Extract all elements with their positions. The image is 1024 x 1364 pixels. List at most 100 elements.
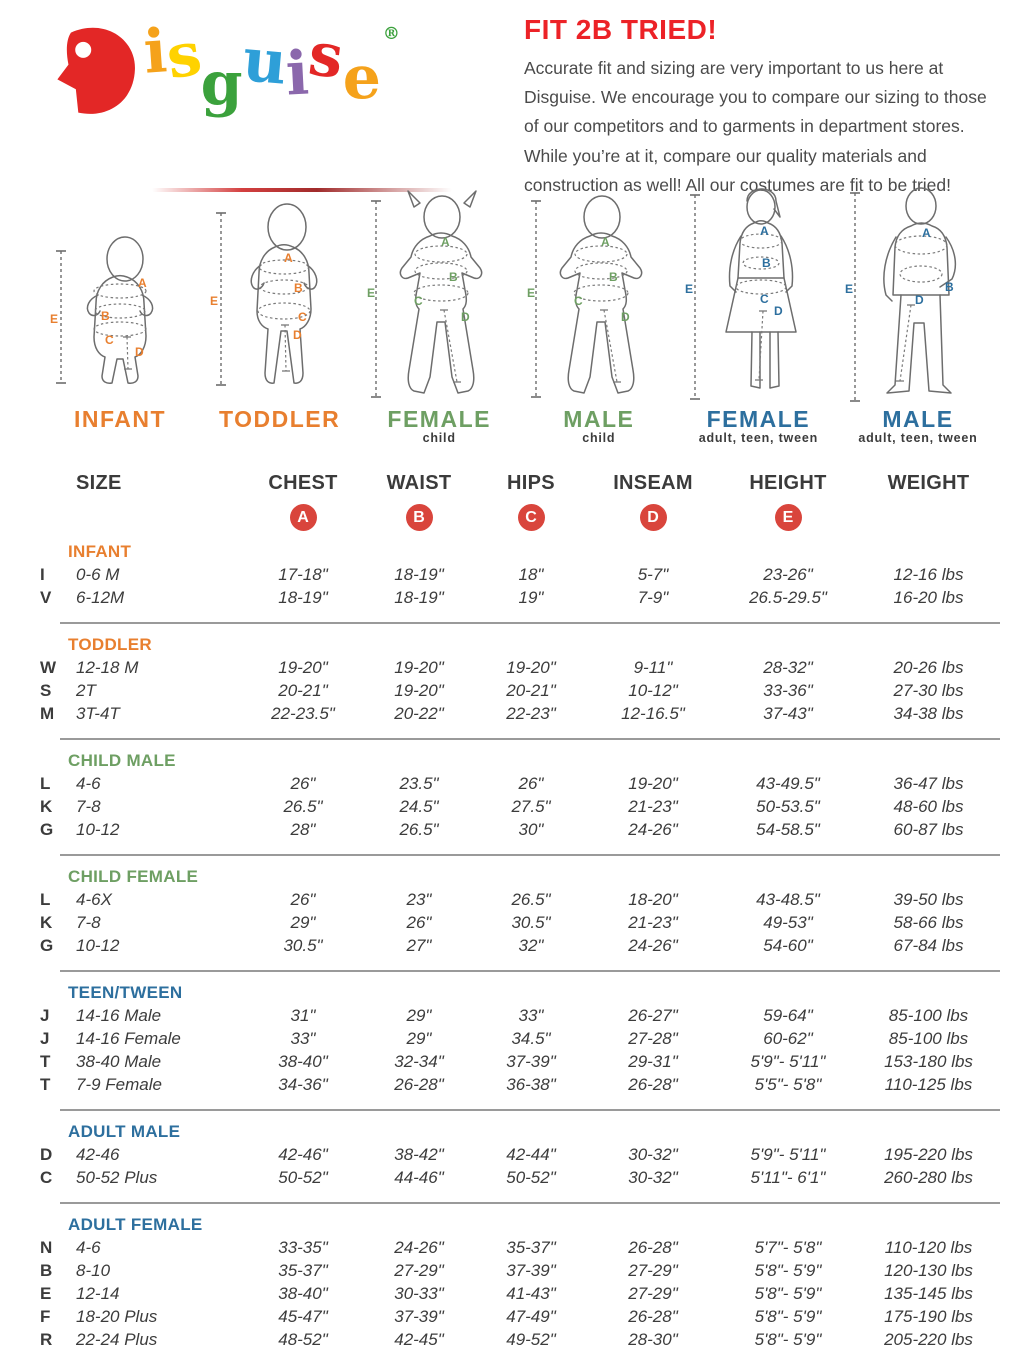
cell-chest: 28" xyxy=(290,820,316,840)
table-row: C 50-52 Plus 50-52" 44-46" 50-52" 30-32" 5'11"… xyxy=(38,1166,1000,1189)
row-letter: J xyxy=(40,1006,50,1026)
cell-waist: 27-29" xyxy=(394,1261,444,1281)
cell-inseam: 30-32" xyxy=(628,1145,678,1165)
figure-measure-label: D xyxy=(135,345,144,359)
cell-hips: 33" xyxy=(518,1006,544,1026)
measurement-figures-row: A B C D E INFANT A B C D E TODDLER A B C D E FEMALE child A… xyxy=(0,187,1024,446)
table-row: R 22-24 Plus 48-52" 42-45" 49-52" 28-30" 5'8"-… xyxy=(38,1328,1000,1351)
cell-weight: 48-60 lbs xyxy=(893,797,964,817)
row-letter: G xyxy=(40,936,54,956)
cell-weight: 153-180 lbs xyxy=(884,1052,973,1072)
cell-weight: 20-26 lbs xyxy=(893,658,964,678)
figure-measure-label: B xyxy=(762,256,771,270)
row-size-label: 18-20 Plus xyxy=(76,1307,158,1327)
cell-hips: 30" xyxy=(518,820,544,840)
cell-height: 54-58.5" xyxy=(756,820,820,840)
row-letter: I xyxy=(40,565,45,585)
table-row: B 8-10 35-37" 27-29" 37-39" 27-29" 5'8"- 5'9" 1… xyxy=(38,1259,1000,1282)
cell-hips: 26" xyxy=(518,774,544,794)
row-size-label: 4-6X xyxy=(76,890,112,910)
cell-inseam: 24-26" xyxy=(628,820,678,840)
cell-waist: 26" xyxy=(406,913,432,933)
figure-measure-label: B xyxy=(945,280,954,294)
cell-inseam: 26-28" xyxy=(628,1238,678,1258)
row-size-label: 12-14 xyxy=(76,1284,120,1304)
column-header-size: SIZE xyxy=(76,472,122,495)
figure-measure-label: B xyxy=(609,270,618,284)
table-row: T 7-9 Female 34-36" 26-28" 36-38" 26-28" 5'5"-… xyxy=(38,1073,1000,1096)
row-size-label: 10-12 xyxy=(76,820,120,840)
measure-badge-d: D xyxy=(639,504,667,532)
section-title: ADULT FEMALE xyxy=(68,1215,203,1235)
male-adult-figure: A B D E MALE adult, teen, tween xyxy=(842,173,994,446)
page-title: FIT 2B TRIED! xyxy=(524,14,718,45)
female-child-figure: A B C D E FEMALE child xyxy=(363,173,515,446)
section-title: INFANT xyxy=(68,542,132,562)
measure-badge-e: E xyxy=(774,504,802,532)
cell-chest: 34-36" xyxy=(278,1075,328,1095)
adult-male-illustration-icon: A B D E xyxy=(845,187,957,402)
cell-inseam: 30-32" xyxy=(628,1168,678,1188)
cell-inseam: 9-11" xyxy=(633,658,673,678)
cell-chest: 26.5" xyxy=(283,797,323,817)
cell-inseam: 5-7" xyxy=(637,565,669,585)
cell-waist: 23.5" xyxy=(399,774,439,794)
row-size-label: 38-40 Male xyxy=(76,1052,162,1072)
cell-inseam: 27-29" xyxy=(628,1261,678,1281)
table-header-row: SIZE CHEST WAIST HIPS INSEAM HEIGHT WEIGHT xyxy=(38,472,1000,495)
cell-weight: 135-145 lbs xyxy=(884,1284,973,1304)
cell-inseam: 29-31" xyxy=(628,1052,678,1072)
figure-measure-label: C xyxy=(105,333,114,347)
table-row: G 10-12 30.5" 27" 32" 24-26" 54-60" 67-84 lbs xyxy=(38,934,1000,957)
cell-weight: 195-220 lbs xyxy=(884,1145,973,1165)
cell-height: 23-26" xyxy=(763,565,813,585)
cell-height: 49-53" xyxy=(763,913,813,933)
cell-waist: 30-33" xyxy=(394,1284,444,1304)
size-section-child-male: CHILD MALE L 4-6 26" 23.5" 26" 19-20" 43-49.5" 3… xyxy=(40,740,1000,857)
cell-height: 43-48.5" xyxy=(756,890,820,910)
cell-inseam: 26-27" xyxy=(628,1006,678,1026)
figure-measure-label: C xyxy=(760,292,769,306)
row-size-label: 14-16 Male xyxy=(76,1006,162,1026)
cell-weight: 39-50 lbs xyxy=(893,890,964,910)
cell-height: 5'8"- 5'9" xyxy=(754,1307,822,1327)
cell-hips: 22-23" xyxy=(506,704,556,724)
figure-measure-label: E xyxy=(527,286,535,300)
figure-measure-label: D xyxy=(915,293,924,307)
adult-female-illustration-icon: A B CD E xyxy=(685,188,798,400)
figure-measure-label: A xyxy=(138,276,147,290)
cell-chest: 45-47" xyxy=(278,1307,328,1327)
row-letter: T xyxy=(40,1052,51,1072)
cell-height: 5'8"- 5'9" xyxy=(754,1284,822,1304)
figure-measure-label: B xyxy=(101,309,110,323)
infant-figure: A B C D E INFANT xyxy=(44,173,196,446)
cell-chest: 50-52" xyxy=(278,1168,328,1188)
cell-hips: 42-44" xyxy=(506,1145,556,1165)
cell-inseam: 27-28" xyxy=(628,1029,678,1049)
figure-measure-label: A xyxy=(284,251,293,265)
table-row: I 0-6 M 17-18" 18-19" 18" 5-7" 23-26" 12-16 lbs xyxy=(38,563,1000,586)
cell-weight: 85-100 lbs xyxy=(888,1006,969,1026)
table-row: E 12-14 38-40" 30-33" 41-43" 27-29" 5'8"- 5'9"… xyxy=(38,1282,1000,1305)
measure-badge-row: A B C D E xyxy=(38,504,1000,532)
cell-waist: 18-19" xyxy=(394,588,444,608)
cell-waist: 27" xyxy=(406,936,432,956)
row-letter: B xyxy=(40,1261,53,1281)
row-letter: L xyxy=(40,774,51,794)
figure-measure-label: E xyxy=(210,294,218,308)
figure-subcaption: child xyxy=(422,431,456,446)
cell-height: 5'8"- 5'9" xyxy=(754,1330,822,1350)
cell-waist: 29" xyxy=(406,1006,432,1026)
cell-height: 28-32" xyxy=(763,658,813,678)
cell-inseam: 27-29" xyxy=(628,1284,678,1304)
row-size-label: 0-6 M xyxy=(76,565,120,585)
size-section-infant: INFANT I 0-6 M 17-18" 18-19" 18" 5-7" 23-26" 12-… xyxy=(40,531,1000,625)
cell-inseam: 7-9" xyxy=(637,588,669,608)
child-female-illustration-icon: A B C D E xyxy=(367,190,483,398)
cell-height: 50-53.5" xyxy=(756,797,820,817)
table-row: T 38-40 Male 38-40" 32-34" 37-39" 29-31" 5'9"-… xyxy=(38,1050,1000,1073)
table-row: L 4-6X 26" 23" 26.5" 18-20" 43-48.5" 39-50 lbs xyxy=(38,888,1000,911)
cell-height: 37-43" xyxy=(763,704,813,724)
cell-waist: 29" xyxy=(406,1029,432,1049)
cell-weight: 27-30 lbs xyxy=(893,681,964,701)
